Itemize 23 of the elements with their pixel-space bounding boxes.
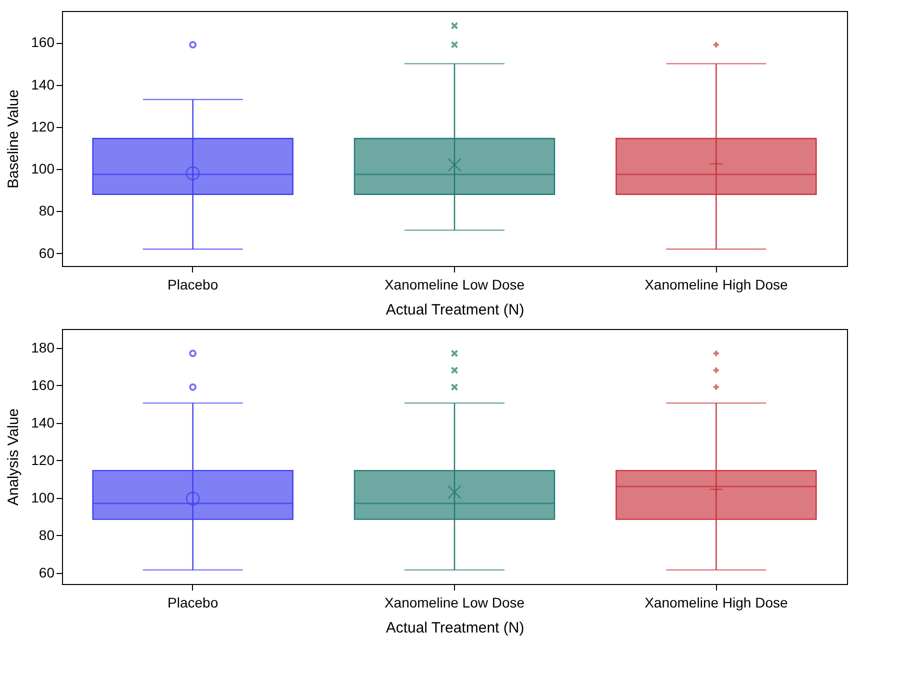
- y-tick-label: 100: [31, 160, 55, 177]
- x-axis-title: Actual Treatment (N): [386, 620, 524, 636]
- y-tick-label: 80: [38, 202, 55, 219]
- y-tick-label: 80: [38, 526, 55, 543]
- y-tick-label: 160: [31, 34, 55, 50]
- y-tick-label: 140: [31, 414, 55, 430]
- x-tick-label: Placebo: [168, 276, 218, 292]
- x-axis-title: Actual Treatment (N): [386, 302, 524, 318]
- y-tick-label: 140: [31, 76, 55, 92]
- y-axis-title: Baseline Value: [5, 90, 22, 188]
- x-tick-label: Xanomeline High Dose: [644, 276, 788, 292]
- y-tick-label: 60: [38, 564, 55, 580]
- x-tick-label: Xanomeline Low Dose: [384, 276, 525, 292]
- x-tick-label: Xanomeline Low Dose: [384, 594, 525, 610]
- y-tick-label: 60: [38, 244, 55, 261]
- x-tick-label: Placebo: [168, 594, 218, 610]
- y-tick-label: 120: [31, 118, 55, 134]
- x-tick-label: Xanomeline High Dose: [644, 594, 788, 610]
- y-tick-label: 100: [31, 489, 55, 506]
- y-tick-label: 160: [31, 376, 55, 393]
- y-tick-label: 120: [31, 452, 55, 468]
- y-axis-title: Analysis Value: [5, 408, 22, 506]
- y-tick-label: 180: [31, 339, 55, 356]
